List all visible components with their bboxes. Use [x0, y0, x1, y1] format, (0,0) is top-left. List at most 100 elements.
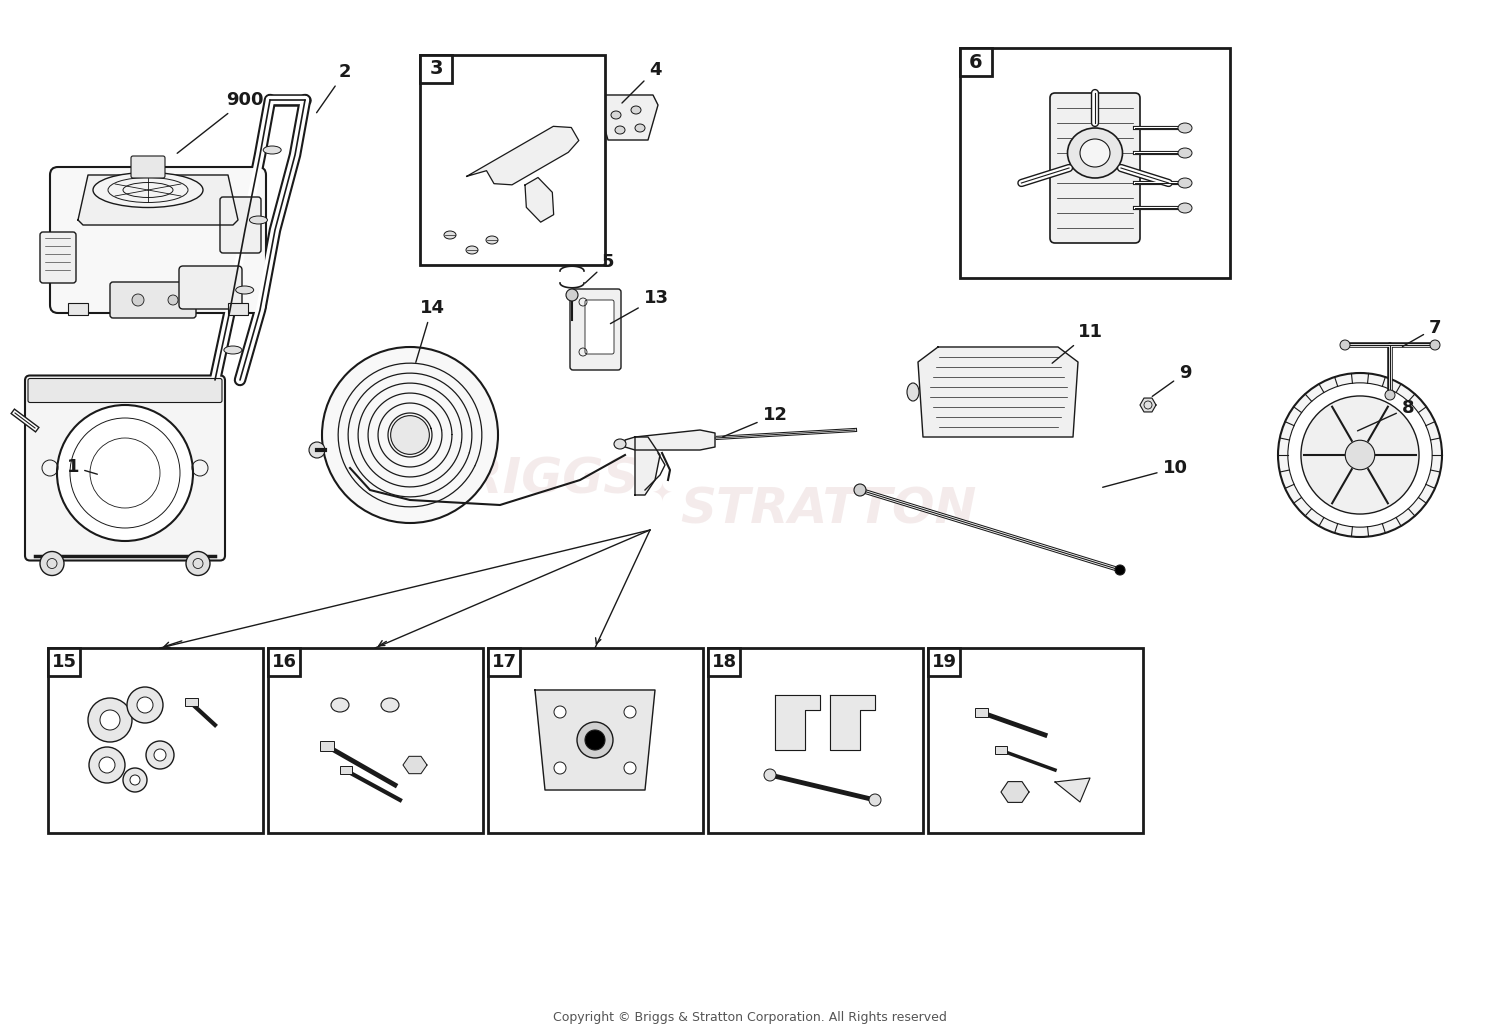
- Bar: [928, 648, 960, 676]
- Circle shape: [100, 710, 120, 730]
- Circle shape: [1278, 373, 1442, 537]
- Text: 19: 19: [932, 653, 957, 671]
- FancyBboxPatch shape: [585, 300, 614, 354]
- Ellipse shape: [486, 236, 498, 244]
- Ellipse shape: [908, 383, 920, 401]
- Bar: [960, 48, 992, 76]
- FancyBboxPatch shape: [178, 266, 242, 309]
- Ellipse shape: [236, 286, 254, 294]
- Text: BRIGGS: BRIGGS: [426, 456, 640, 504]
- Circle shape: [585, 730, 604, 750]
- Text: STRATTON: STRATTON: [680, 486, 976, 534]
- Circle shape: [128, 687, 164, 723]
- Polygon shape: [1140, 398, 1156, 412]
- FancyBboxPatch shape: [40, 232, 76, 283]
- Circle shape: [146, 741, 174, 769]
- FancyBboxPatch shape: [1050, 93, 1140, 243]
- Bar: [268, 648, 300, 676]
- FancyBboxPatch shape: [26, 376, 225, 561]
- Circle shape: [764, 769, 776, 781]
- Text: 3: 3: [429, 59, 442, 79]
- Bar: [708, 648, 740, 676]
- Circle shape: [1384, 390, 1395, 400]
- Text: 12: 12: [723, 406, 788, 437]
- Text: 11: 11: [1052, 323, 1102, 363]
- Circle shape: [99, 757, 116, 773]
- Text: 15: 15: [51, 653, 76, 671]
- Bar: [340, 766, 352, 774]
- Ellipse shape: [1178, 123, 1192, 134]
- Text: 7: 7: [1402, 319, 1441, 347]
- Ellipse shape: [615, 126, 626, 134]
- Bar: [488, 648, 704, 833]
- Ellipse shape: [466, 246, 478, 254]
- FancyBboxPatch shape: [570, 289, 621, 369]
- Text: 16: 16: [272, 653, 297, 671]
- Ellipse shape: [1080, 139, 1110, 167]
- Text: 1: 1: [66, 459, 98, 476]
- Polygon shape: [918, 347, 1078, 437]
- Bar: [975, 708, 988, 717]
- Ellipse shape: [249, 216, 267, 224]
- Circle shape: [168, 295, 178, 305]
- Bar: [708, 648, 922, 833]
- FancyBboxPatch shape: [28, 379, 222, 403]
- FancyBboxPatch shape: [220, 197, 261, 253]
- Text: Copyright © Briggs & Stratton Corporation. All Rights reserved: Copyright © Briggs & Stratton Corporatio…: [554, 1011, 946, 1025]
- Ellipse shape: [1178, 148, 1192, 158]
- Circle shape: [309, 442, 326, 459]
- Polygon shape: [776, 694, 820, 750]
- Circle shape: [1430, 341, 1440, 350]
- Text: 5: 5: [585, 253, 615, 284]
- Circle shape: [554, 706, 566, 718]
- Circle shape: [130, 775, 140, 785]
- Polygon shape: [404, 757, 427, 773]
- Circle shape: [1114, 565, 1125, 575]
- Ellipse shape: [1178, 178, 1192, 188]
- Circle shape: [88, 747, 125, 783]
- Ellipse shape: [224, 346, 242, 354]
- Polygon shape: [466, 126, 579, 185]
- Bar: [320, 741, 334, 751]
- Text: 900: 900: [177, 91, 264, 153]
- Text: 4: 4: [622, 61, 662, 104]
- Ellipse shape: [1178, 203, 1192, 213]
- Circle shape: [624, 762, 636, 774]
- Text: 18: 18: [711, 653, 736, 671]
- Circle shape: [57, 405, 194, 541]
- Circle shape: [1288, 383, 1432, 527]
- Bar: [48, 648, 80, 676]
- Polygon shape: [536, 690, 656, 790]
- Polygon shape: [626, 430, 716, 450]
- Polygon shape: [78, 175, 239, 225]
- Bar: [420, 55, 452, 83]
- Circle shape: [123, 768, 147, 792]
- Circle shape: [1340, 341, 1350, 350]
- Text: 6: 6: [969, 53, 982, 71]
- Bar: [184, 698, 198, 706]
- Circle shape: [154, 749, 166, 761]
- Ellipse shape: [1068, 128, 1122, 178]
- Ellipse shape: [93, 173, 202, 207]
- Circle shape: [578, 722, 614, 758]
- FancyBboxPatch shape: [50, 167, 266, 313]
- Text: 8: 8: [1358, 400, 1414, 431]
- Polygon shape: [634, 437, 660, 495]
- Circle shape: [566, 289, 578, 301]
- Bar: [68, 303, 88, 315]
- Circle shape: [322, 347, 498, 523]
- Ellipse shape: [610, 111, 621, 119]
- Ellipse shape: [381, 698, 399, 712]
- Text: 10: 10: [1102, 459, 1188, 487]
- Circle shape: [390, 416, 429, 454]
- Circle shape: [853, 484, 865, 496]
- Text: ✦: ✦: [651, 483, 672, 507]
- Circle shape: [1300, 396, 1419, 514]
- Circle shape: [186, 552, 210, 575]
- Ellipse shape: [332, 698, 350, 712]
- Polygon shape: [525, 177, 554, 223]
- Circle shape: [88, 698, 132, 742]
- FancyBboxPatch shape: [110, 282, 196, 318]
- Polygon shape: [598, 95, 658, 140]
- Ellipse shape: [632, 106, 640, 114]
